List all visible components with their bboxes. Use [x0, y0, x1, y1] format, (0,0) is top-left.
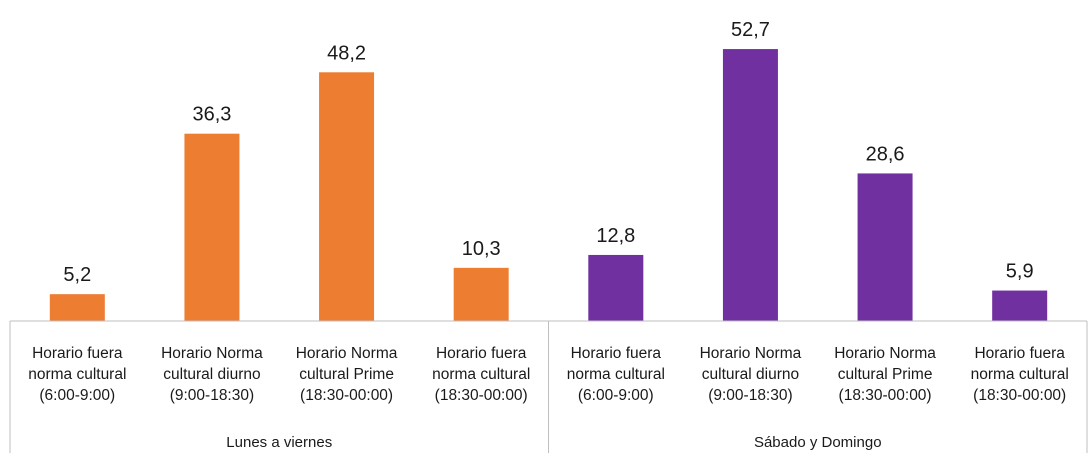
- data-label: 28,6: [866, 143, 905, 165]
- category-label: Horario fuera: [32, 345, 123, 362]
- category-labels-layer: Horario fuera norma cultural (6:00-9:00) Ho…: [28, 345, 1069, 404]
- bars-layer: [49, 49, 1048, 322]
- x-axis: [9, 320, 1088, 453]
- category-label: Horario fuera: [974, 345, 1065, 362]
- data-label: 12,8: [596, 225, 635, 247]
- data-label: 48,2: [327, 42, 366, 64]
- category-label: cultural diurno: [163, 366, 260, 383]
- category-label: Horario fuera: [436, 345, 527, 362]
- category-label: (18:30-00:00): [300, 387, 393, 404]
- category-label: (9:00-18:30): [708, 387, 792, 404]
- category-label: cultural Prime: [838, 366, 933, 383]
- bar: [588, 254, 644, 321]
- bar: [722, 49, 778, 322]
- bar: [184, 133, 240, 321]
- data-label: 5,2: [63, 264, 91, 286]
- category-label: (6:00-9:00): [39, 387, 115, 404]
- category-label: norma cultural: [971, 366, 1069, 383]
- category-label: (9:00-18:30): [170, 387, 254, 404]
- category-label: norma cultural: [567, 366, 665, 383]
- category-label: norma cultural: [28, 366, 126, 383]
- data-label: 10,3: [462, 238, 501, 260]
- category-label: Horario Norma: [161, 345, 263, 362]
- category-label: Horario Norma: [296, 345, 398, 362]
- category-label: (18:30-00:00): [839, 387, 932, 404]
- bar: [857, 173, 913, 321]
- category-label: Horario Norma: [834, 345, 936, 362]
- group-label: Sábado y Domingo: [754, 434, 882, 451]
- data-label: 36,3: [192, 104, 231, 126]
- category-label: Horario fuera: [571, 345, 662, 362]
- group-labels-layer: Lunes a viernes Sábado y Domingo: [226, 434, 881, 451]
- category-label: cultural Prime: [299, 366, 394, 383]
- category-label: (18:30-00:00): [973, 387, 1066, 404]
- category-label: norma cultural: [432, 366, 530, 383]
- bar: [319, 72, 375, 322]
- category-label: cultural diurno: [702, 366, 799, 383]
- category-label: Horario Norma: [700, 345, 802, 362]
- data-label: 52,7: [731, 19, 770, 41]
- bar: [453, 267, 509, 321]
- bar: [49, 294, 105, 321]
- bar: [992, 290, 1048, 321]
- data-label: 5,9: [1006, 261, 1034, 283]
- category-label: (18:30-00:00): [435, 387, 528, 404]
- category-label: (6:00-9:00): [578, 387, 654, 404]
- value-labels-layer: 5,2 36,3 48,2 10,3 12,8 52,7 28,6 5,9: [63, 19, 1033, 286]
- group-label: Lunes a viernes: [226, 434, 332, 451]
